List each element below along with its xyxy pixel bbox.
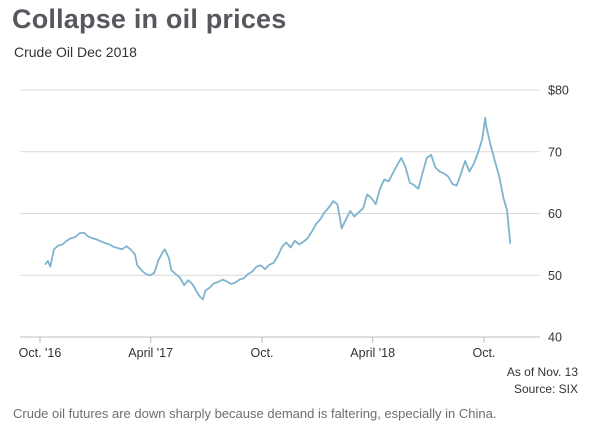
y-tick-label: $80	[548, 84, 569, 98]
y-tick-label: 70	[548, 145, 562, 159]
y-tick-label: 40	[548, 331, 562, 345]
x-tick-label: Oct.	[251, 346, 274, 360]
x-tick-label: April '18	[350, 346, 395, 360]
x-tick-labels: Oct. '16 April '17 Oct. April '18 Oct.	[19, 346, 496, 360]
y-gridlines	[20, 89, 540, 276]
x-tick-label: Oct.	[473, 346, 496, 360]
x-tick-label: April '17	[128, 346, 173, 360]
as-of-note: As of Nov. 13	[506, 365, 578, 379]
source-note: Source: SIX	[513, 382, 578, 396]
x-axis	[20, 336, 540, 343]
data-series	[44, 116, 512, 301]
caption: Crude oil futures are down sharply becau…	[13, 406, 497, 421]
chart-title: Collapse in oil prices	[12, 4, 287, 34]
crude-oil-price-line	[44, 116, 512, 301]
chart-subtitle: Crude Oil Dec 2018	[14, 44, 137, 60]
y-tick-label: 50	[548, 269, 562, 283]
x-tick-label: Oct. '16	[19, 346, 62, 360]
y-tick-labels: $80 70 60 50 40	[548, 84, 569, 345]
y-tick-label: 60	[548, 207, 562, 221]
